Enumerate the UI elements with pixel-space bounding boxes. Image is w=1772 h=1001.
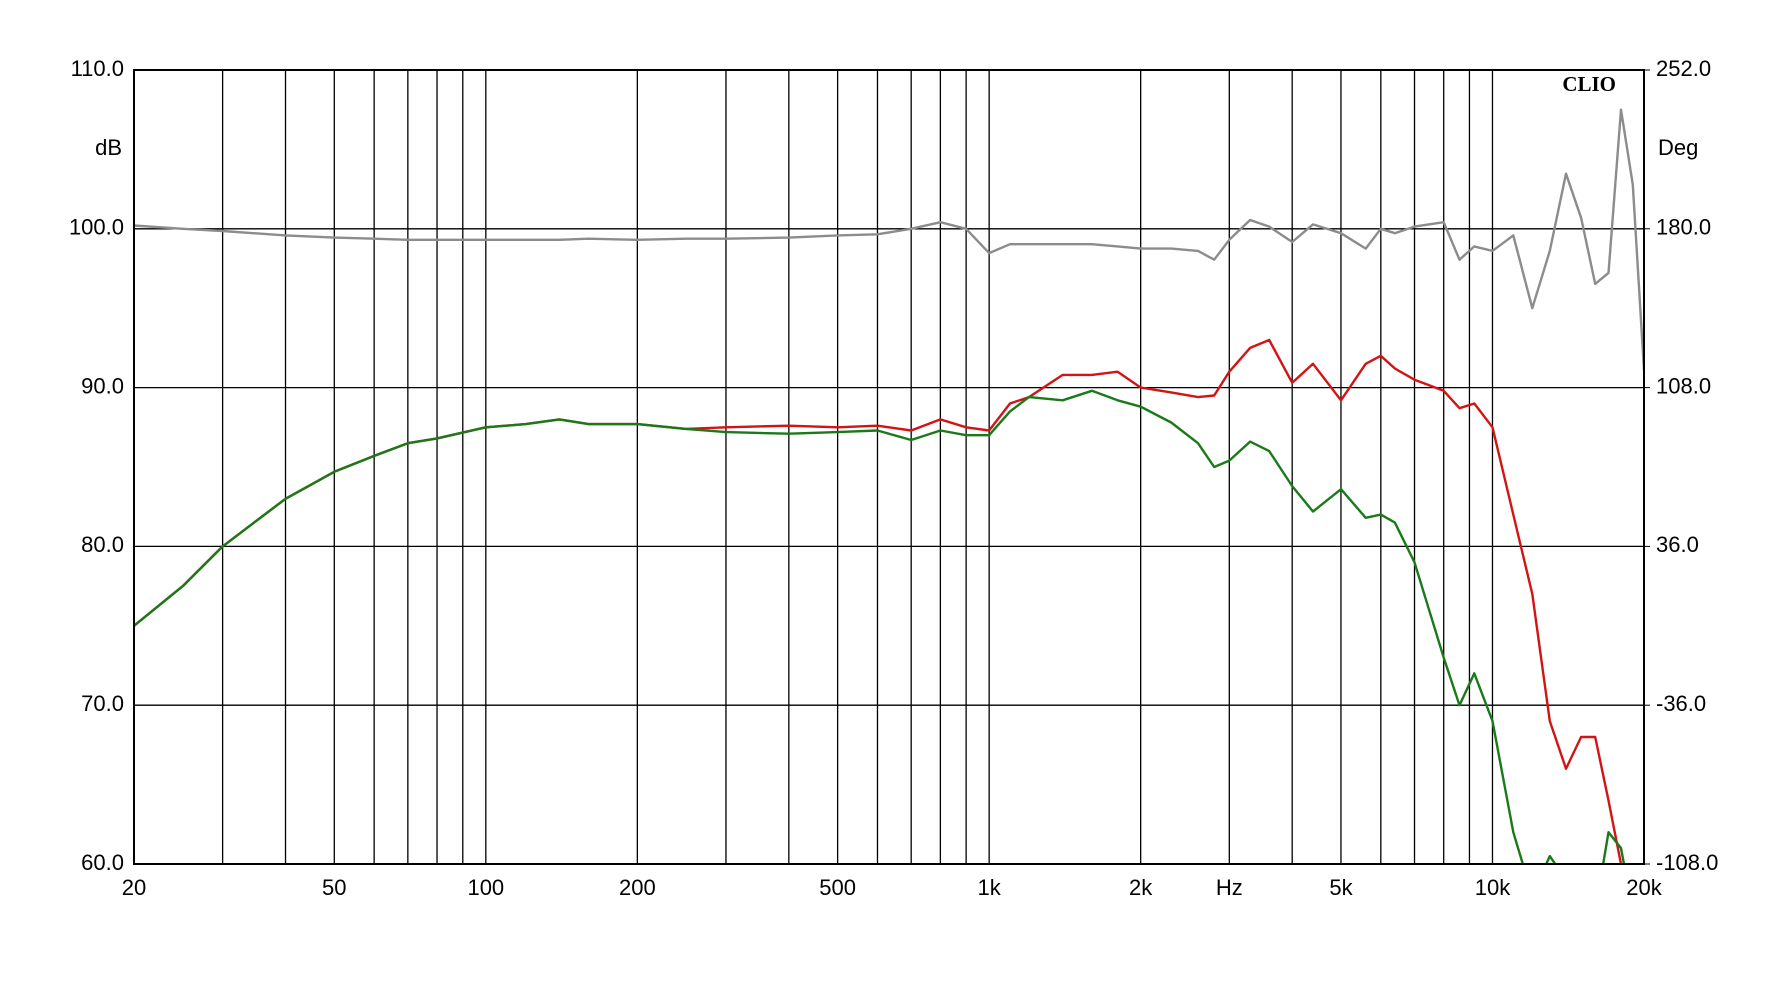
- y2-tick-label: -108.0: [1656, 850, 1718, 875]
- y-tick-label: 60.0: [81, 850, 124, 875]
- plot-frame: [133, 69, 1645, 865]
- y2-tick-label: -36.0: [1656, 691, 1706, 716]
- x-tick-label: 10k: [1475, 875, 1511, 900]
- y-tick-label: 110.0: [71, 56, 124, 81]
- response-curve: [134, 338, 1623, 864]
- y-tick-label: 100.0: [69, 215, 124, 240]
- x-tick-label: 20k: [1626, 875, 1662, 900]
- x-tick-label: 20: [122, 875, 146, 900]
- x-tick-label: 500: [819, 875, 856, 900]
- y-tick-label: 80.0: [81, 532, 124, 557]
- response-curve: [134, 389, 1626, 864]
- y-axis-label: dB: [95, 135, 122, 160]
- x-tick-label: Hz: [1216, 875, 1243, 900]
- x-tick-label: 100: [467, 875, 504, 900]
- y-tick-label: 70.0: [81, 691, 124, 716]
- y2-tick-label: 108.0: [1656, 373, 1711, 398]
- curves: [134, 108, 1644, 864]
- y-tick-label: 90.0: [81, 373, 124, 398]
- response-curve: [134, 108, 1644, 371]
- x-tick-label: 2k: [1129, 875, 1153, 900]
- clio-logo: CLIO: [1562, 72, 1616, 96]
- x-tick-label: 200: [619, 875, 656, 900]
- y2-axis-label: Deg: [1658, 135, 1698, 160]
- x-tick-label: 1k: [978, 875, 1002, 900]
- grid: [133, 69, 1645, 865]
- x-tick-label: 5k: [1329, 875, 1353, 900]
- y2-tick-label: 252.0: [1656, 56, 1711, 81]
- y2-tick-label: 180.0: [1656, 215, 1711, 240]
- x-tick-label: 50: [322, 875, 346, 900]
- y2-tick-label: 36.0: [1656, 532, 1699, 557]
